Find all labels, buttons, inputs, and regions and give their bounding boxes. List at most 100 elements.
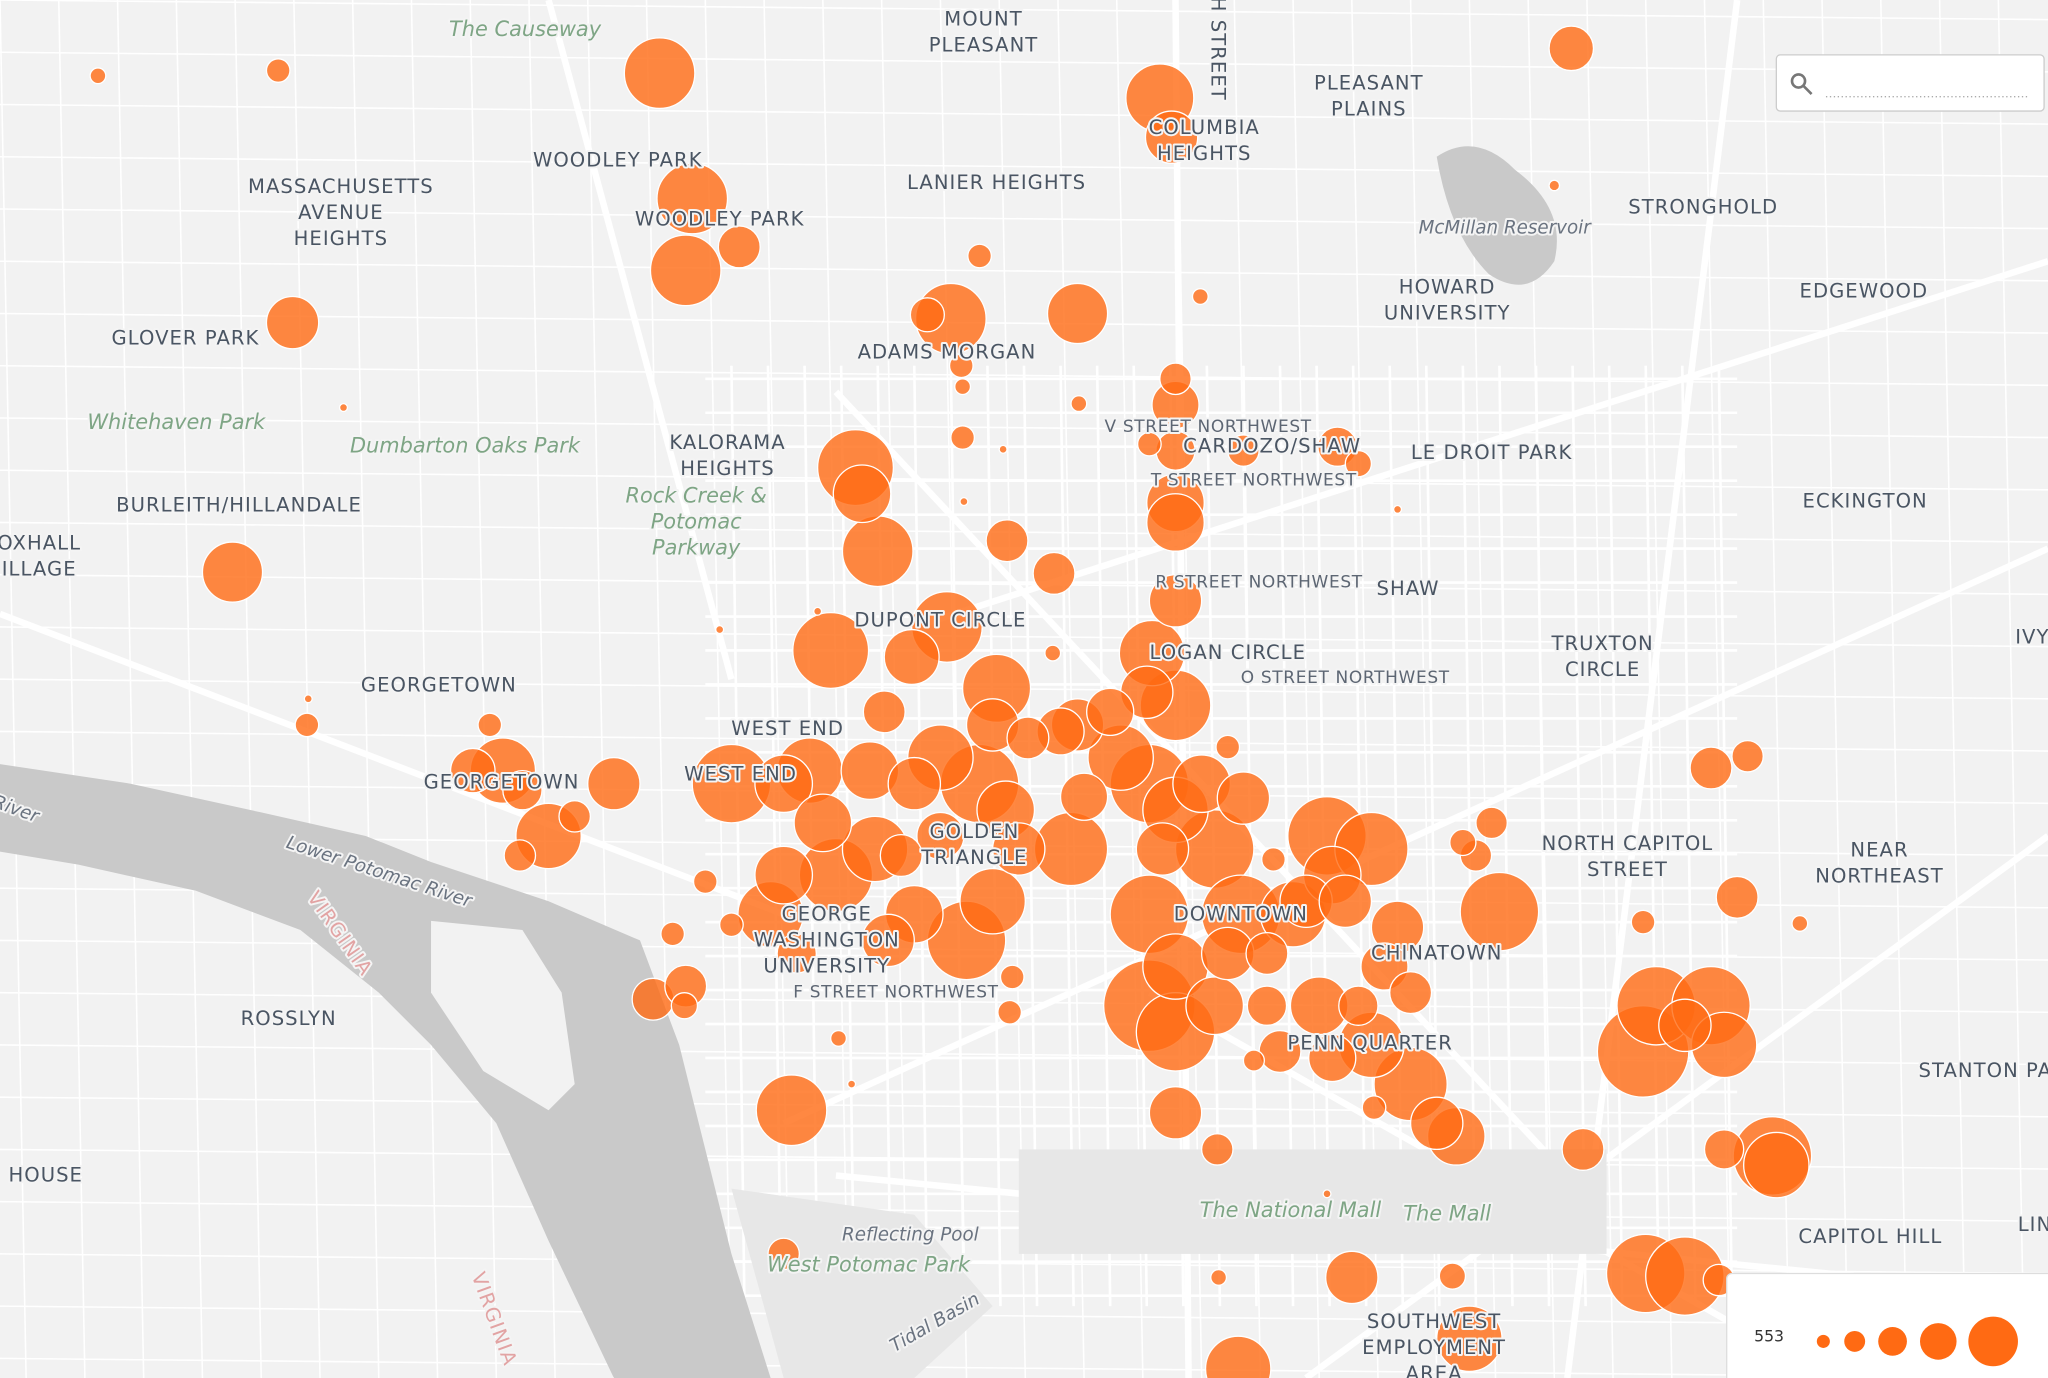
place-label-line: HOUSE [8,1163,82,1186]
place-label-line: Rock Creek & [625,483,766,507]
place-label-line: UNIVERSITY [763,954,890,977]
place-label-line: LIN [2018,1213,2048,1236]
place-label-line: WASHINGTON [754,928,900,951]
place-label: BURLEITH/HILLANDALE [116,493,362,516]
bubble [967,243,992,269]
bubble [1144,110,1199,164]
bubble [503,839,537,872]
place-label-line: PLEASANT [1314,71,1424,94]
place-label: NORTH CAPITOL STREET [1542,831,1714,880]
bubble [1318,874,1373,929]
place-label-line: ADAMS MORGAN [858,340,1037,363]
bubble [1308,1033,1357,1083]
place-label-line: EDGEWOOD [1800,279,1929,302]
place-label: IVY [2015,625,2048,648]
street [0,0,27,1378]
place-label-line: HEIGHTS [1157,142,1251,165]
street [0,469,2048,491]
street [0,260,2048,282]
bubble [767,1237,800,1271]
street [0,1357,2048,1378]
place-label: WEST END [684,762,797,785]
bubble [1475,806,1508,840]
street [0,155,2048,178]
street [0,364,2048,387]
bubble [1630,909,1656,935]
bubble [1658,998,1712,1053]
bubble [1242,1049,1265,1072]
avenue [782,545,2048,1127]
street [1586,0,1614,1378]
legend: 553 [1726,1272,2048,1378]
place-label-line: MOUNT [944,7,1022,30]
place-label: T STREET NORTHWEST [1150,471,1357,491]
place-label-line: V STREET NORTHWEST [1105,417,1312,437]
legend-circle [1968,1316,2018,1367]
bubble [89,67,107,85]
bubble [862,690,906,734]
street [0,0,2048,21]
place-label-line: The Mall [1403,1202,1491,1226]
place-label-line: 13TH STREET [1207,0,1230,101]
place-label-line: ILLAGE [2,557,77,580]
place-label: PLEASANT PLAINS [1314,71,1424,120]
street [1821,0,1849,1378]
place-label: HOUSE [8,1163,82,1186]
river [0,764,771,1378]
place-label-line: SOUTHWEST [1367,1309,1501,1332]
place-label: The Causeway [449,17,602,41]
bubble [755,1074,828,1147]
bubble [954,378,972,396]
place-label: OXHALL ILLAGE [0,531,81,580]
place-label-line: T STREET NORTHWEST [1150,471,1357,491]
street [351,0,380,1378]
place-label: Rock Creek & Potomac Parkway [625,483,766,559]
bubble [338,402,349,413]
place-label-line: Potomac [651,509,742,533]
place-label-line: HEIGHTS [680,456,774,479]
place-label: KALORAMA HEIGHTS [669,430,785,479]
place-label-line: CARDOZO/SHAW [1183,434,1361,457]
place-label-line: WOODLEY PARK [635,207,805,230]
place-label-line: ECKINGTON [1803,489,1928,512]
place-label: CAPITOL HILL [1798,1224,1942,1247]
bubble [1261,847,1286,872]
place-label: STANTON PA [1919,1059,2048,1082]
bubble [1715,875,1759,919]
place-label: GEORGETOWN [424,770,580,793]
street [1644,365,1661,1307]
bubble [656,162,729,235]
bubble [999,964,1025,990]
place-label-line: McMillan Reservoir [1419,218,1593,239]
search-box [1775,54,2045,112]
street [1880,0,1908,1378]
place-label: HOWARD UNIVERSITY [1384,275,1511,324]
place-label-line: COLUMBIA [1149,116,1260,139]
place-label: R STREET NORTHWEST [1155,573,1362,593]
place-label-line: NORTH CAPITOL [1542,831,1714,854]
street [1680,365,1697,1307]
bubble [948,353,974,379]
place-label: GEORGE WASHINGTON UNIVERSITY [754,902,900,977]
place-label: DUPONT CIRCLE [854,608,1026,631]
street [1233,0,1262,1378]
place-label: ROSSLYN [241,1006,337,1029]
place-label: West Potomac Park [767,1253,971,1277]
bubble [1135,822,1190,876]
place-label-line: PENN QUARTER [1287,1031,1452,1054]
place-label: O STREET NORTHWEST [1241,668,1450,688]
bubble [1392,504,1403,514]
bubble [776,933,817,974]
bubble [959,497,969,507]
bubble [847,1079,857,1089]
bubble [1215,734,1241,760]
place-label-line: AREA [1406,1362,1463,1378]
national-mall [1018,1149,1607,1254]
bubble [830,1029,848,1047]
place-label-line: HEIGHTS [294,227,388,250]
place-label: CHINATOWN [1371,941,1502,964]
place-label-line: WEST END [731,716,844,739]
place-label-line: STRONGHOLD [1628,195,1778,218]
place-label: WOODLEY PARK [533,148,703,171]
